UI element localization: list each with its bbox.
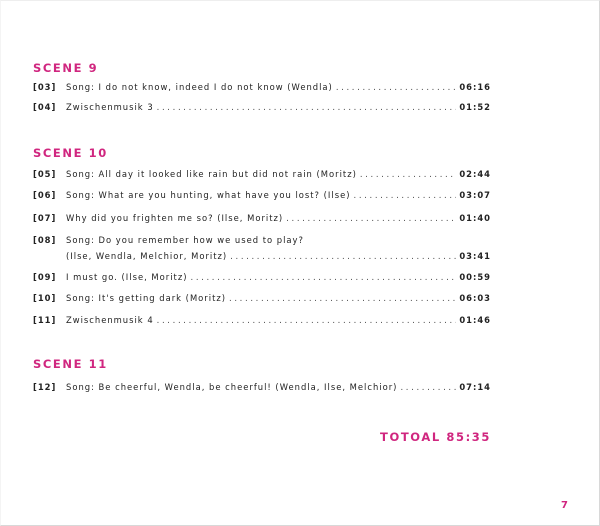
leader-dots: [157, 102, 457, 112]
track-time: 01:40: [459, 213, 491, 223]
track-time: 00:59: [459, 272, 491, 282]
track-title-line1: Song: Do you remember how we used to pla…: [66, 235, 304, 245]
track-row: [12] Song: Be cheerful, Wendla, be cheerf…: [33, 382, 491, 392]
track-number: [03]: [33, 82, 57, 92]
track-time: 06:16: [459, 82, 491, 92]
track-row: [09] I must go. (Ilse, Moritz) 00:59: [33, 272, 491, 282]
track-row-first-line: [08] Song: Do you remember how we used to…: [33, 235, 491, 245]
track-time: 02:44: [459, 169, 491, 179]
leader-dots: [286, 213, 456, 223]
track-time: 01:46: [459, 315, 491, 325]
track-row: [10] Song: It's getting dark (Moritz) 06:0…: [33, 293, 491, 303]
track-time: 03:07: [459, 190, 491, 200]
track-title: Song: I do not know, indeed I do not kno…: [66, 82, 333, 92]
track-number: [05]: [33, 169, 57, 179]
leader-dots: [354, 190, 457, 200]
track-number: [06]: [33, 190, 57, 200]
track-title: Why did you frighten me so? (Ilse, Morit…: [66, 213, 284, 223]
track-title: Song: All day it looked like rain but di…: [66, 169, 357, 179]
track-row: [11] Zwischenmusik 4 01:46: [33, 315, 491, 325]
track-row: [07] Why did you frighten me so? (Ilse, M…: [33, 213, 491, 223]
scene-heading: SCENE 10: [33, 146, 108, 160]
track-time: 01:52: [459, 102, 491, 112]
track-time: 07:14: [459, 382, 491, 392]
leader-dots: [157, 315, 457, 325]
track-number: [04]: [33, 102, 57, 112]
total-duration: TOTOAL 85:35: [380, 430, 491, 444]
leader-dots: [336, 82, 457, 92]
track-number: [07]: [33, 213, 57, 223]
track-number: [10]: [33, 293, 57, 303]
leader-dots: [230, 251, 456, 261]
track-number: [09]: [33, 272, 57, 282]
leader-dots: [360, 169, 456, 179]
track-title: I must go. (Ilse, Moritz): [66, 272, 188, 282]
track-row: (Ilse, Wendla, Melchior, Moritz) 03:41: [33, 251, 491, 261]
scene-heading: SCENE 9: [33, 61, 99, 75]
track-time: 06:03: [459, 293, 491, 303]
track-title: Zwischenmusik 4: [66, 315, 154, 325]
track-number: [08]: [33, 235, 57, 245]
page-number: 7: [561, 500, 568, 511]
track-number: [11]: [33, 315, 57, 325]
track-title: Song: What are you hunting, what have yo…: [66, 190, 351, 200]
scene-heading: SCENE 11: [33, 357, 108, 371]
track-title: Song: It's getting dark (Moritz): [66, 293, 227, 303]
track-title: Zwischenmusik 3: [66, 102, 154, 112]
leader-dots: [229, 293, 456, 303]
leader-dots: [400, 382, 456, 392]
leader-dots: [191, 272, 457, 282]
track-row: [06] Song: What are you hunting, what hav…: [33, 190, 491, 200]
track-row: [03] Song: I do not know, indeed I do not…: [33, 82, 491, 92]
track-row: [04] Zwischenmusik 3 01:52: [33, 102, 491, 112]
track-row: [05] Song: All day it looked like rain bu…: [33, 169, 491, 179]
track-time: 03:41: [459, 251, 491, 261]
track-number: [12]: [33, 382, 57, 392]
track-title: (Ilse, Wendla, Melchior, Moritz): [66, 251, 228, 261]
track-title: Song: Be cheerful, Wendla, be cheerful! …: [66, 382, 398, 392]
